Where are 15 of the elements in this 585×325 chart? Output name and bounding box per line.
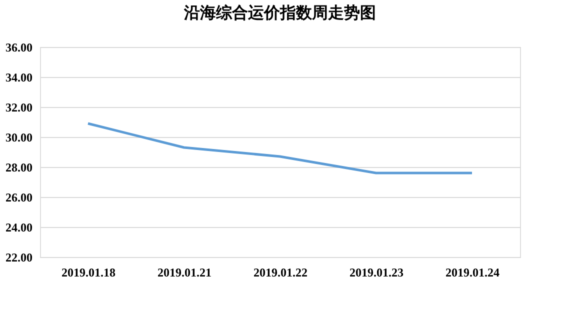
y-tick-label: 28.00 — [6, 160, 32, 174]
x-tick-label: 2019.01.21 — [158, 266, 212, 280]
y-tick-label: 22.00 — [6, 250, 32, 264]
chart-title: 沿海综合运价指数周走势图 — [183, 4, 376, 22]
y-tick-label: 26.00 — [6, 190, 32, 204]
y-tick-label: 36.00 — [6, 40, 32, 54]
y-tick-label: 24.00 — [6, 220, 32, 234]
x-tick-label: 2019.01.22 — [254, 266, 308, 280]
line-series — [86, 122, 474, 174]
x-tick-label: 2019.01.24 — [446, 266, 500, 280]
y-tick-label: 30.00 — [6, 130, 32, 144]
x-tick-label: 2019.01.18 — [62, 266, 116, 280]
y-tick-label: 32.00 — [6, 100, 32, 114]
x-tick-label: 2019.01.23 — [350, 266, 404, 280]
y-tick-label: 34.00 — [6, 70, 32, 84]
